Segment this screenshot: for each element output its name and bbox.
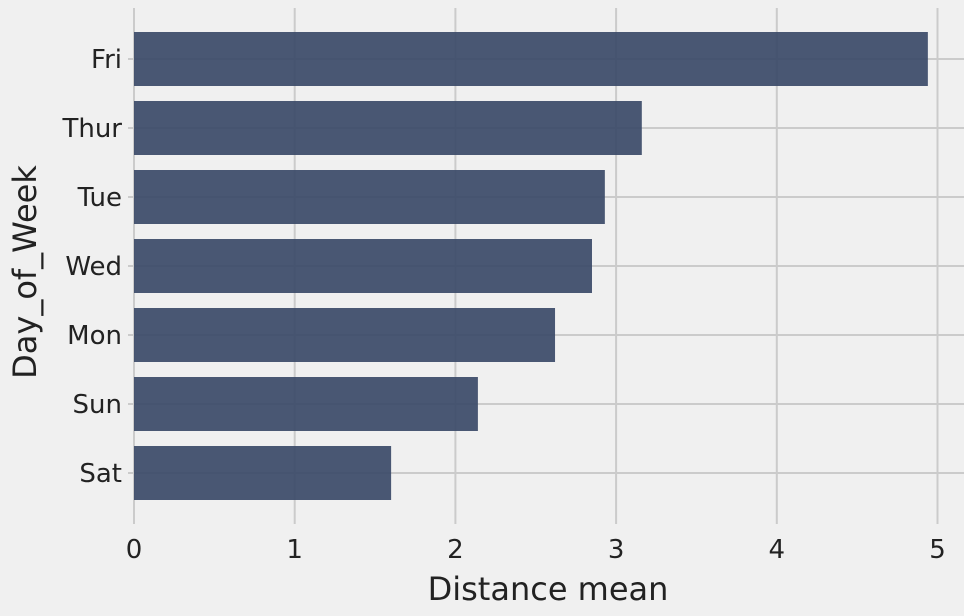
y-axis-label: Day_of_Week xyxy=(6,165,44,379)
x-tick-label: 0 xyxy=(126,535,143,565)
x-tick-label: 4 xyxy=(769,535,786,565)
bar xyxy=(134,32,928,86)
y-tick-label: Mon xyxy=(67,321,122,351)
y-tick-labels: Fri Thur Tue Wed Mon Sun Sat xyxy=(61,45,122,489)
x-axis-label: Distance mean xyxy=(428,570,669,608)
x-tick-label: 5 xyxy=(929,535,946,565)
bar xyxy=(134,239,592,293)
x-tick-labels: 0 1 2 3 4 5 xyxy=(126,535,946,565)
y-tick-label: Sat xyxy=(79,459,122,489)
y-tick-label: Thur xyxy=(61,114,122,144)
y-tick-label: Fri xyxy=(91,45,122,75)
x-tick-label: 2 xyxy=(447,535,464,565)
bar xyxy=(134,308,556,362)
y-tick-label: Tue xyxy=(77,183,122,213)
bar xyxy=(134,170,605,224)
x-tick-label: 3 xyxy=(608,535,625,565)
bar xyxy=(134,101,642,155)
bars xyxy=(134,32,928,500)
x-tick-label: 1 xyxy=(286,535,303,565)
y-tick-label: Sun xyxy=(73,390,122,420)
y-tick-label: Wed xyxy=(65,252,122,282)
bar xyxy=(134,446,392,500)
bar xyxy=(134,377,478,431)
